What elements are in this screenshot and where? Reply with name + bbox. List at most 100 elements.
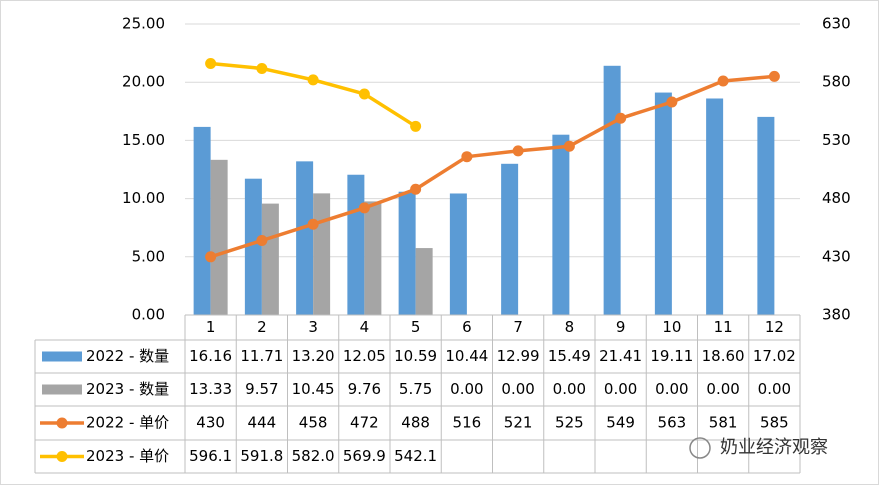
y2-tick-label: 480 [822,189,851,207]
line [210,74,775,259]
table-cell: 521 [504,414,533,432]
legend-swatch [42,384,82,395]
line-marker [512,145,524,157]
table-cell: 0.00 [604,380,637,398]
table-cell: 0.00 [501,380,534,398]
table-cell: 5.75 [399,380,432,398]
line-marker [256,62,268,74]
line-marker [307,218,319,230]
line-marker [717,75,729,87]
table-cell: 581 [709,414,738,432]
bar [603,65,621,315]
bar [244,178,262,315]
legend-label: 2023 - 单价 [86,447,169,465]
bar [449,193,467,315]
bar [501,163,519,315]
bar [313,193,331,315]
x-tick-label: 1 [206,318,216,336]
line-marker [205,57,217,69]
bar [757,116,775,315]
line-marker [358,202,370,214]
table-cell: 569.9 [343,447,386,465]
table-cell: 0.00 [758,380,791,398]
x-tick-label: 9 [616,318,626,336]
legend-marker [56,451,68,462]
line-marker [461,151,473,163]
table-cell: 591.8 [240,447,283,465]
x-tick-label: 3 [308,318,318,336]
y-tick-label: 25.00 [122,15,165,33]
table-cell: 0.00 [655,380,688,398]
watermark-icon [689,437,711,459]
line-marker [666,96,678,108]
y2-tick-label: 630 [822,15,851,33]
y-tick-label: 10.00 [122,189,165,207]
table-cell: 444 [248,414,277,432]
table-cell: 596.1 [189,447,232,465]
bar [261,203,279,315]
y2-tick-label: 380 [822,306,851,324]
x-tick-label: 6 [462,318,472,336]
table-cell: 13.33 [189,380,232,398]
table-cell: 9.76 [348,380,381,398]
bar [654,92,672,315]
bar [398,191,416,315]
legend-marker [56,417,68,429]
bar [210,159,228,315]
table-cell: 17.02 [753,347,796,365]
x-tick-label: 5 [411,318,421,336]
bar [706,98,724,315]
x-tick-label: 2 [257,318,267,336]
table-cell: 472 [350,414,379,432]
legend-label: 2022 - 数量 [86,347,169,365]
line-marker [256,235,268,247]
y-tick-label: 20.00 [122,73,165,91]
table-cell: 15.49 [548,347,591,365]
table-cell: 11.71 [240,347,283,365]
table-cell: 21.41 [599,347,642,365]
table-cell: 10.59 [394,347,437,365]
bar [347,174,365,315]
y-tick-label: 15.00 [122,131,165,149]
table-cell: 19.11 [650,347,693,365]
table-cell: 13.20 [292,347,335,365]
legend-label: 2022 - 单价 [86,414,169,432]
table-cell: 430 [196,414,225,432]
line-marker [307,74,319,86]
line-marker [205,251,217,263]
table-cell: 0.00 [706,380,739,398]
table-cell: 488 [401,414,430,432]
y-tick-label: 5.00 [132,247,165,265]
watermark: 奶业经济观察 [720,437,828,458]
line-marker [615,112,627,124]
table-cell: 16.16 [189,347,232,365]
x-tick-label: 4 [360,318,370,336]
y2-tick-label: 430 [822,247,851,265]
x-tick-label: 8 [565,318,575,336]
table-cell: 563 [658,414,687,432]
bar [364,201,382,315]
line-marker [410,120,422,132]
table-cell: 9.57 [245,380,278,398]
x-tick-label: 12 [765,318,784,336]
legend-swatch [42,351,82,362]
line-marker [358,88,370,100]
bar [296,161,314,315]
table-cell: 585 [760,414,789,432]
y2-tick-label: 580 [822,73,851,91]
table-cell: 458 [299,414,328,432]
table-cell: 18.60 [702,347,745,365]
line-marker [563,140,575,152]
table-cell: 582.0 [292,447,335,465]
x-tick-label: 11 [714,318,733,336]
x-tick-label: 7 [513,318,523,336]
table-cell: 0.00 [450,380,483,398]
table-cell: 516 [453,414,482,432]
table-cell: 12.99 [497,347,540,365]
table-cell: 10.45 [292,380,335,398]
y-tick-label: 0.00 [132,306,165,324]
table-cell: 12.05 [343,347,386,365]
table-cell: 542.1 [394,447,437,465]
y2-tick-label: 530 [822,131,851,149]
